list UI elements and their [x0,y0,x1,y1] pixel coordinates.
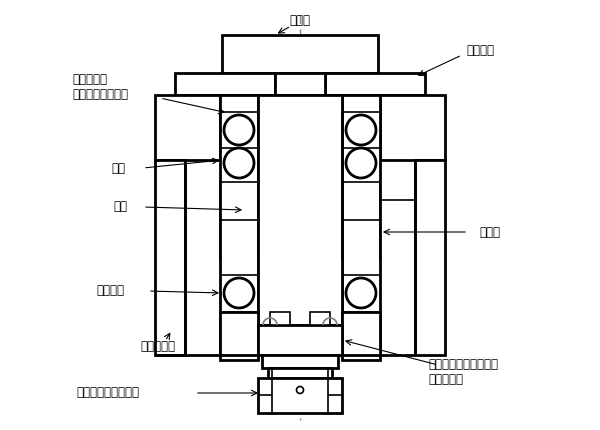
Bar [155,160,185,355]
Bar [270,312,290,325]
Bar [220,312,258,355]
Bar [325,73,425,95]
Bar [258,378,342,413]
Bar [342,312,380,355]
Bar [262,355,338,368]
Bar [155,95,220,160]
Text: 内輪: 内輪 [113,200,127,214]
Bar [310,312,330,325]
Text: 回転体: 回転体 [290,13,311,27]
Bar [220,95,258,360]
Bar [268,368,332,378]
Text: 押さえ板: 押さえ板 [466,43,494,56]
Text: 外輪: 外輪 [111,162,125,175]
Text: 組み合わせ
アンギュラ玉軸受: 組み合わせ アンギュラ玉軸受 [72,73,128,101]
Text: 深溝軸受: 深溝軸受 [96,283,124,297]
Text: カラー: カラー [479,225,500,239]
Bar [415,160,445,355]
Bar [258,95,342,325]
Bar [222,35,378,73]
Bar [275,73,325,95]
Bar [342,95,380,360]
Text: ハウジング: ハウジング [140,341,176,353]
Bar [380,95,445,160]
Text: 転がり軸受け用ナット
滑り菊座金: 転がり軸受け用ナット 滑り菊座金 [428,358,498,386]
Bar [258,325,342,355]
Text: タイミングプーリー: タイミングプーリー [77,387,139,399]
Bar [175,73,275,95]
